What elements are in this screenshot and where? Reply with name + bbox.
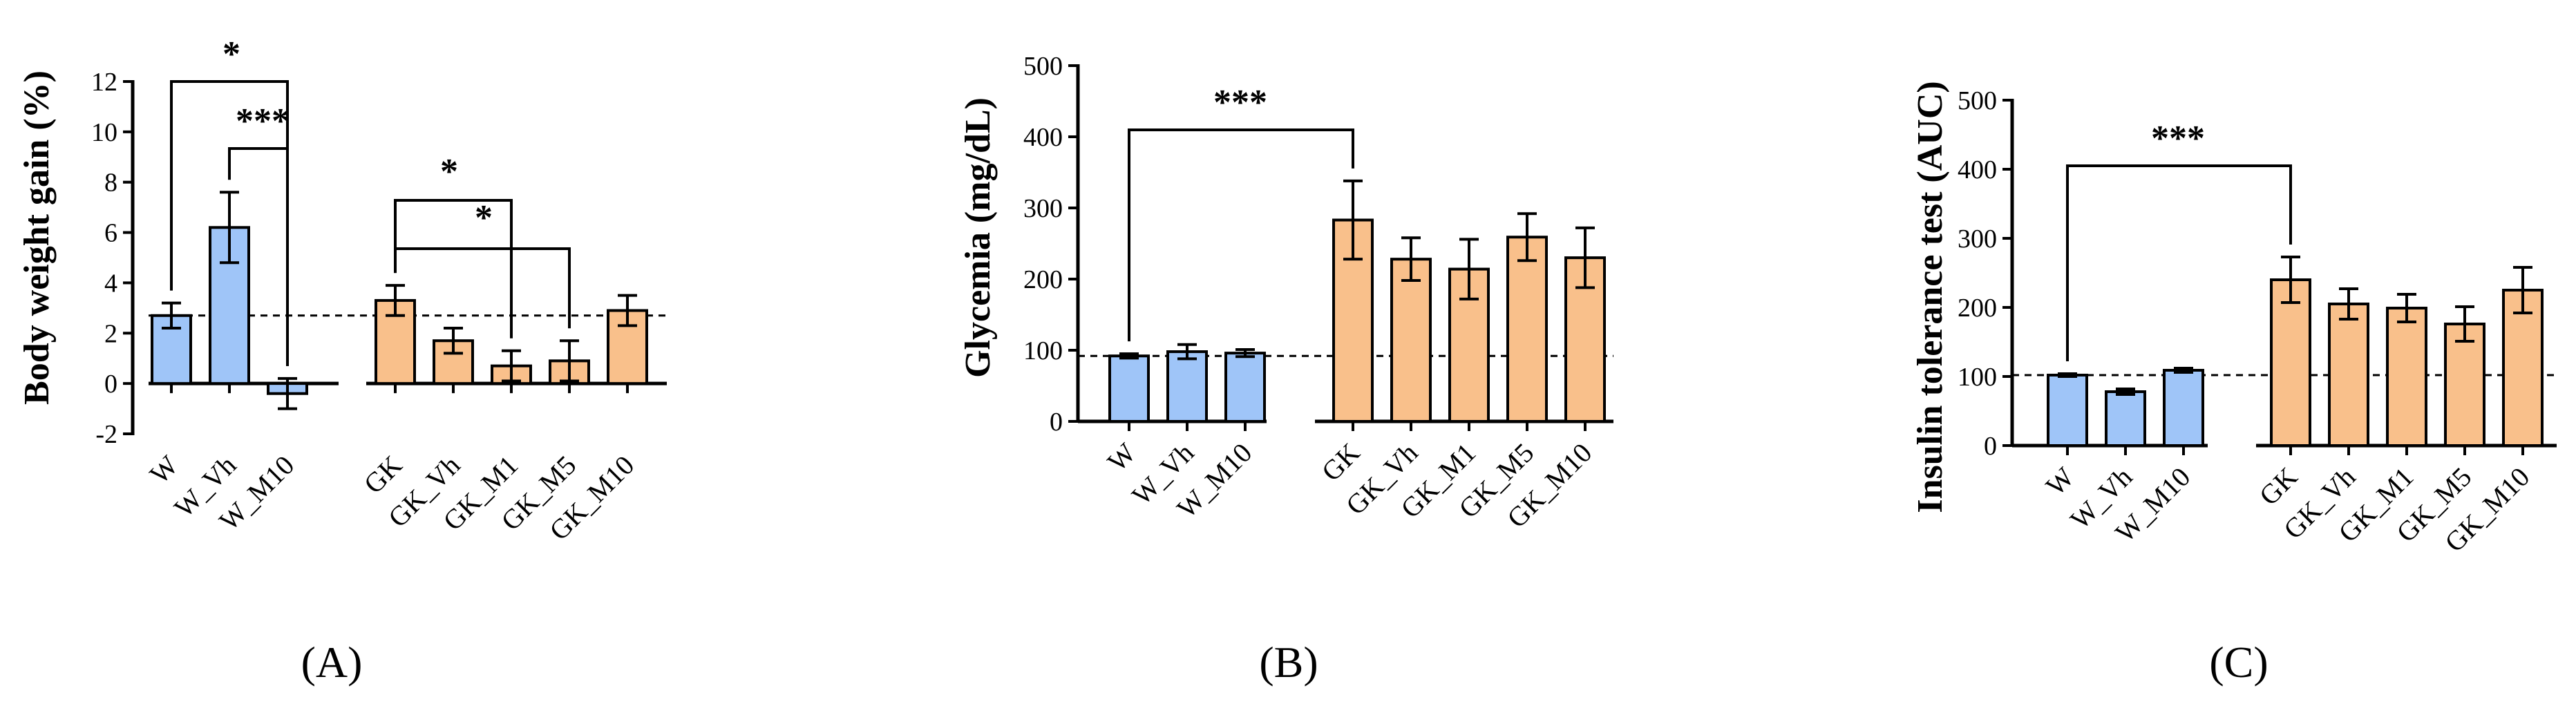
- panel-c-chart: Insulin tolerance test (AUC) (C) 0 100 200…: [1911, 81, 2557, 687]
- panel-b-y-tick-label: 500: [1023, 52, 1063, 81]
- panel-c-bar-w-m10: [2163, 369, 2204, 447]
- panel-a-significance-label: *: [222, 35, 240, 74]
- panel-a-significance-label: *: [475, 198, 493, 238]
- panel-a-y-tick-label: 10: [91, 118, 117, 147]
- panel-a-significance-bracket: [228, 147, 289, 366]
- panel-c-significance-bracket: [2066, 164, 2292, 361]
- panel-a-y-tick-label: 12: [91, 68, 117, 97]
- panel-b-y-tick-label: 300: [1023, 194, 1063, 223]
- panel-a-y-tick-label: 6: [104, 219, 117, 248]
- panel-b-y-tick-label: 200: [1023, 265, 1063, 294]
- panel-a-significance-bracket: [394, 247, 571, 329]
- panel-b-bar-gk-m5: [1506, 236, 1548, 423]
- panel-a-y-tick-label: 4: [104, 269, 117, 298]
- panel-c-label: (C): [2209, 638, 2268, 687]
- panel-b-bar-gk-vh: [1390, 258, 1432, 423]
- panel-b-y-tick-label: 100: [1023, 336, 1063, 365]
- panel-c-bar-w: [2047, 374, 2088, 447]
- panel-a-significance-label: *: [440, 152, 458, 191]
- panel-c-bar-gk-vh: [2328, 303, 2369, 447]
- panel-c-bar-gk: [2270, 278, 2311, 447]
- panel-b-label: (B): [1259, 638, 1318, 687]
- panel-a-category-label: W: [144, 449, 184, 490]
- panel-c-bar-gk-m10: [2502, 289, 2544, 447]
- panel-a-y-tick-label: 8: [104, 169, 117, 198]
- panel-c-y-tick-label: 0: [1984, 432, 1997, 461]
- panel-b-bar-w-vh: [1166, 350, 1208, 423]
- panel-a-significance-label: ***: [236, 102, 290, 141]
- panel-b-bar-w-m10: [1224, 352, 1266, 423]
- panel-b-y-tick-label: 0: [1050, 408, 1063, 437]
- panel-a-chart: Body weight gain (%) (A) -2024681012WW_V…: [17, 35, 667, 687]
- panel-a-y-tick-label: 2: [104, 319, 117, 348]
- panel-a-significance-bracket: [394, 199, 513, 338]
- panel-c-bar-gk-m1: [2386, 307, 2427, 447]
- panel-c-y-tick-label: 200: [1958, 294, 1997, 323]
- panel-b-chart: Glycemia (mg/dL) (B) 0100200300400500WW_…: [958, 52, 1613, 687]
- panel-a-y-tick-label: -2: [95, 420, 117, 449]
- panel-b-significance-bracket: [1128, 128, 1354, 342]
- panel-c-category-label: W: [2040, 461, 2081, 502]
- panel-c-y-tick-label: 500: [1958, 86, 1997, 115]
- panel-c-y-tick-label: 400: [1958, 155, 1997, 184]
- panel-b-bar-w: [1108, 354, 1150, 423]
- panel-b-y-axis-label: Glycemia (mg/dL): [958, 97, 998, 378]
- panel-a-y-tick-label: 0: [104, 370, 117, 399]
- panel-a-label: (A): [301, 638, 363, 687]
- panel-b-y-tick-label: 400: [1023, 123, 1063, 152]
- panel-b-significance-label: ***: [1213, 83, 1267, 122]
- panel-c-y-tick-label: 100: [1958, 363, 1997, 392]
- panel-b-category-label: W: [1101, 437, 1142, 477]
- panel-c-bar-w-vh: [2105, 390, 2146, 447]
- panel-a-y-axis-label: Body weight gain (%): [17, 70, 57, 405]
- panel-c-significance-label: ***: [2151, 119, 2205, 158]
- panel-c-y-axis-label: Insulin tolerance test (AUC): [1911, 81, 1950, 513]
- panel-c-y-tick-label: 300: [1958, 225, 1997, 254]
